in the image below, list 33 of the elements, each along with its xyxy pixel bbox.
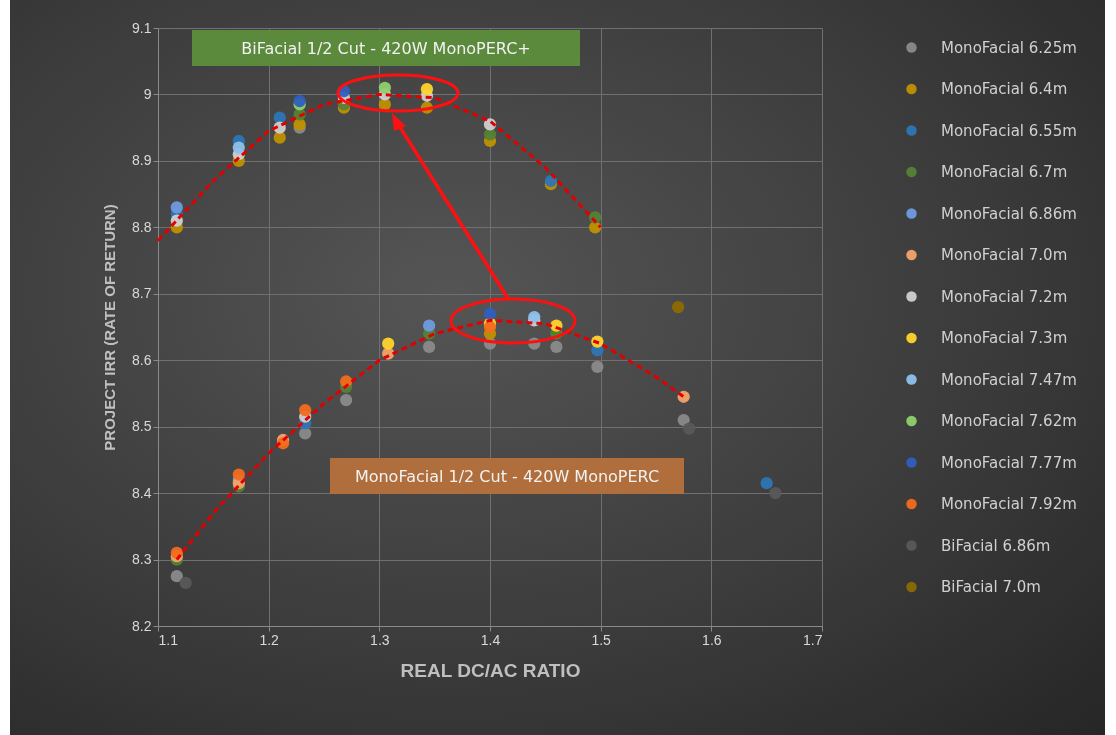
y-tick-label: 8.5 [132,418,152,435]
y-tick-label: 8.3 [132,551,152,568]
legend-label: MonoFacial 7.3m [941,329,1068,347]
y-tick-label: 8.6 [132,351,152,368]
y-tick-label: 9 [143,85,152,102]
legend-label: MonoFacial 6.7m [941,163,1068,181]
legend-label: BiFacial 7.0m [941,578,1041,596]
legend-label: MonoFacial 7.47m [941,370,1077,389]
legend-label: MonoFacial 7.0m [941,246,1068,264]
legend-label: BiFacial 6.86m [941,536,1051,555]
legend-label: MonoFacial 6.86m [941,204,1077,223]
legend-label: MonoFacial 7.2m [941,287,1068,306]
x-tick-label: 1.2 [259,631,280,648]
y-tick-label: 9.1 [132,19,152,36]
y-tick-label: 8.7 [132,285,152,302]
y-tick-label: 8.9 [132,152,152,169]
x-tick-label: 1.6 [702,631,722,648]
x-tick-label: 1.3 [370,631,390,648]
legend-label: MonoFacial 7.92m [941,495,1077,513]
x-tick-label: 1.1 [158,631,179,648]
x-tick-label: 1.5 [591,631,612,648]
legend-label: MonoFacial 7.62m [941,412,1077,430]
y-tick-label: 8.8 [132,218,152,235]
x-axis-title: REAL DC/AC RATIO [400,659,581,681]
x-tick-label: 1.7 [803,631,823,648]
y-tick-label: 8.2 [132,617,152,634]
legend-label: MonoFacial 6.55m [941,121,1077,140]
legend-label: MonoFacial 6.4m [941,80,1068,98]
y-axis-title: PROJECT IRR (RATE OF RETURN) [101,204,119,451]
legend-label: MonoFacial 6.25m [941,38,1077,57]
y-tick-label: 8.4 [132,484,152,501]
legend-label: MonoFacial 7.77m [941,453,1077,472]
x-tick-label: 1.4 [480,631,501,648]
